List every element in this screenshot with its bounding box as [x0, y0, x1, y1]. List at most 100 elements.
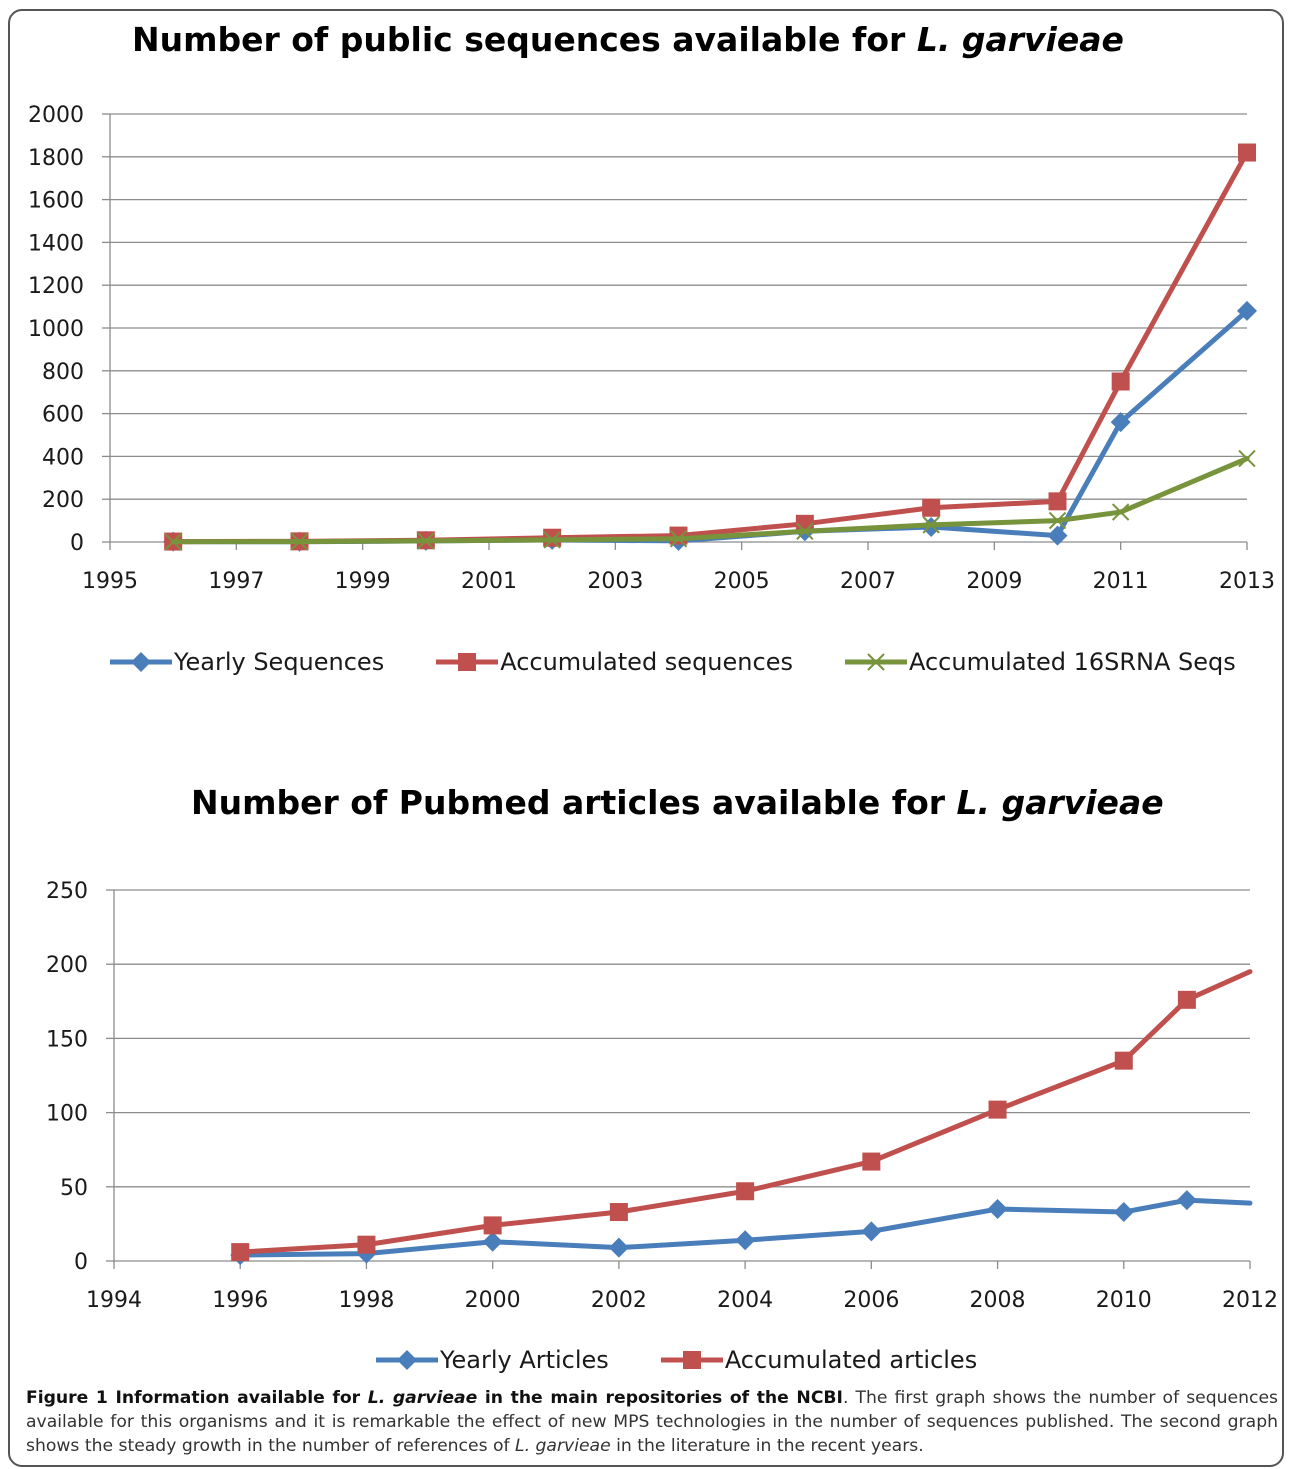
caption-bold-text: in the main repositories of the NCBI	[477, 1388, 843, 1408]
data-point-accumulated-16srna-seqs	[1048, 511, 1067, 530]
legend-marker	[682, 1351, 701, 1369]
legend-label: Accumulated sequences	[500, 648, 793, 676]
sequences-chart: 0 200 400 600 800 1000 1200 1400 1600 1800 2000 199…	[28, 103, 1275, 594]
data-point-accumulated-articles	[736, 1182, 755, 1201]
data-point-accumulated-sequences	[795, 514, 814, 533]
x-tick-label: 2012	[1222, 1288, 1278, 1313]
x-tick-label: 1997	[208, 569, 264, 594]
legend-item-yearly-sequences: Yearly Sequences	[110, 648, 384, 676]
data-point-accumulated-articles	[483, 1216, 502, 1235]
sequences-legend: Yearly Sequences Accumulated sequences Acc…	[110, 648, 1288, 676]
data-point-accumulated-sequences	[922, 498, 941, 517]
y-tick-label: 1200	[28, 274, 84, 299]
y-tick-label: 1400	[28, 231, 84, 256]
y-tick-label: 150	[46, 1027, 88, 1052]
data-point-accumulated-16srna-seqs-stroke	[796, 522, 814, 541]
data-point-accumulated-16srna-seqs	[796, 522, 814, 541]
legend-item-yearly-articles: Yearly Articles	[376, 1346, 609, 1374]
data-point-accumulated-16srna-seqs	[1238, 449, 1256, 468]
x-tick-label: 1995	[82, 569, 138, 594]
y-tick-label: 0	[70, 531, 84, 556]
data-point-accumulated-16srna-seqs	[417, 532, 435, 550]
caption-text: in the literature in the recent years.	[610, 1436, 924, 1456]
x-tick-label: 2005	[714, 569, 770, 594]
x-tick-label: 2003	[587, 569, 643, 594]
legend-marker	[131, 652, 151, 672]
data-point-accumulated-articles	[1177, 990, 1196, 1009]
x-tick-label: 2006	[843, 1288, 899, 1313]
x-tick-label: 1999	[335, 569, 391, 594]
caption-text: . The first graph shows the number of se…	[26, 1388, 1278, 1456]
data-point-accumulated-articles	[609, 1203, 628, 1222]
legend-marker	[867, 653, 885, 671]
data-point-accumulated-16srna-seqs-stroke	[669, 530, 688, 548]
y-tick-label: 400	[42, 445, 84, 470]
data-point-accumulated-16srna-seqs-stroke	[417, 532, 435, 550]
x-tick-label: 2007	[840, 569, 896, 594]
data-point-accumulated-16srna-seqs-stroke	[164, 533, 182, 551]
chart-title-species: L. garvieae	[916, 20, 1124, 59]
legend-swatch-yearly-sequences	[110, 652, 172, 672]
y-tick-label: 250	[46, 879, 88, 904]
legend-item-accumulated-sequences: Accumulated sequences	[436, 648, 793, 676]
x-tick-label: 2013	[1219, 569, 1275, 594]
x-tick-label: 1996	[212, 1288, 268, 1313]
y-tick-label: 1600	[28, 189, 84, 214]
caption-species: L. garvieae	[515, 1436, 611, 1456]
data-point-yearly-articles	[1113, 1202, 1134, 1223]
data-point-accumulated-16srna-seqs-stroke	[543, 531, 561, 549]
legend-item-accumulated-16srna-seqs: Accumulated 16SRNA Seqs	[844, 648, 1236, 676]
x-tick-label: 2008	[970, 1288, 1026, 1313]
y-tick-label: 1800	[28, 146, 84, 171]
y-tick-label: 200	[42, 488, 84, 513]
data-point-accumulated-16srna-seqs-stroke	[1111, 503, 1130, 521]
chart-title-text: Number of Pubmed articles available for	[191, 783, 957, 822]
data-point-accumulated-16srna-seqs-stroke	[1048, 511, 1067, 530]
series-line-accumulated-16srna-seqs	[170, 456, 1250, 545]
y-tick-label: 50	[60, 1176, 88, 1201]
caption-species: L. garvieae	[367, 1388, 478, 1408]
data-point-yearly-articles	[987, 1199, 1008, 1220]
data-point-yearly-sequences	[1110, 412, 1131, 433]
legend-marker	[458, 653, 477, 671]
chart-title-species: L. garvieae	[956, 783, 1164, 822]
x-tick-label: 2001	[461, 569, 517, 594]
legend-label: Accumulated 16SRNA Seqs	[908, 648, 1236, 676]
data-point-yearly-sequences	[1237, 300, 1257, 321]
y-tick-label: 1000	[28, 317, 84, 342]
y-tick-label: 200	[46, 953, 88, 978]
data-point-accumulated-articles	[357, 1235, 376, 1254]
legend-item-accumulated-articles: Accumulated articles	[660, 1346, 978, 1374]
figure-caption: Figure 1 Information available for L. ga…	[26, 1386, 1278, 1458]
data-point-accumulated-16srna-seqs	[669, 530, 688, 548]
data-point-accumulated-16srna-seqs-stroke	[922, 516, 940, 534]
legend-swatch-yearly-articles	[376, 1350, 438, 1370]
x-tick-label: 2004	[717, 1288, 773, 1313]
data-point-accumulated-articles	[231, 1243, 250, 1262]
data-point-accumulated-articles	[1114, 1051, 1133, 1070]
legend-label: Accumulated articles	[724, 1346, 978, 1374]
legend-label: Yearly Sequences	[174, 648, 385, 676]
data-point-yearly-articles	[735, 1230, 756, 1251]
series-line-accumulated-articles	[237, 969, 1253, 1255]
data-point-accumulated-articles	[862, 1152, 881, 1171]
legend-label: Yearly Articles	[440, 1346, 609, 1374]
y-tick-label: 100	[46, 1102, 88, 1127]
y-tick-label: 2000	[28, 103, 84, 128]
data-point-accumulated-16srna-seqs	[164, 533, 182, 551]
data-point-accumulated-16srna-seqs	[290, 532, 309, 551]
x-tick-label: 2000	[465, 1288, 521, 1313]
figure-frame	[8, 9, 1284, 1467]
data-point-accumulated-16srna-seqs	[922, 516, 940, 534]
legend-marker-stroke	[867, 653, 885, 671]
caption-bold-text: Information available for	[107, 1388, 368, 1408]
x-tick-label: 2002	[591, 1288, 647, 1313]
caption-label: Figure 1	[26, 1388, 108, 1408]
data-point-accumulated-16srna-seqs-stroke	[1238, 449, 1256, 468]
x-tick-label: 1998	[338, 1288, 394, 1313]
x-tick-label: 2009	[966, 569, 1022, 594]
data-point-accumulated-sequences	[1111, 372, 1130, 391]
legend-marker	[397, 1350, 417, 1370]
y-tick-label: 600	[42, 403, 84, 428]
